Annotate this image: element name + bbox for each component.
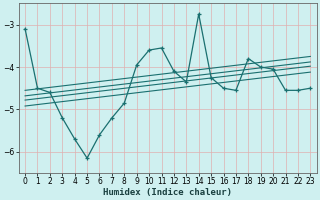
X-axis label: Humidex (Indice chaleur): Humidex (Indice chaleur) <box>103 188 232 197</box>
